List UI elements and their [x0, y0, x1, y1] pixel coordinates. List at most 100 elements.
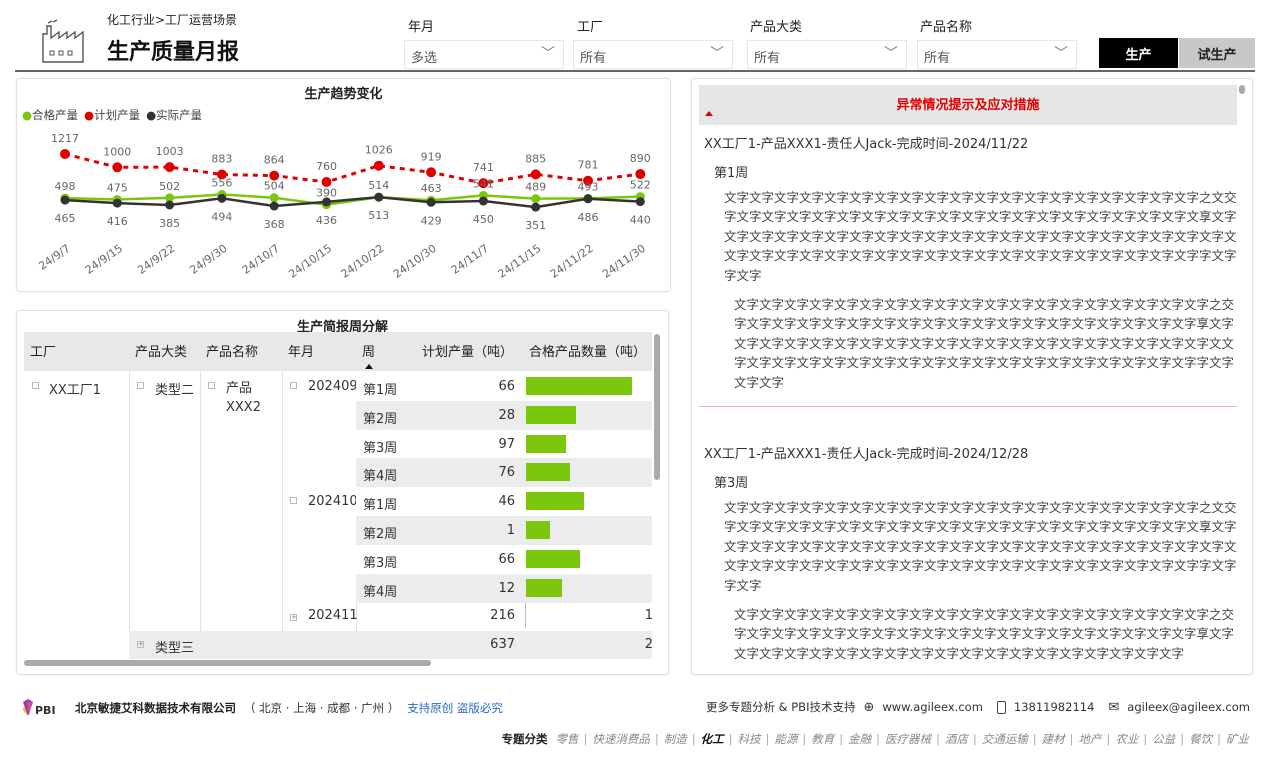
topic-link[interactable]: 能源	[774, 732, 798, 746]
legend-item-actual[interactable]: ●实际产量	[146, 108, 203, 122]
chevron-down-icon: ﹀	[1054, 46, 1068, 62]
table-row[interactable]	[356, 516, 652, 545]
column-header[interactable]: 计划产量（吨）	[416, 332, 520, 371]
topic-link[interactable]: 医疗器械	[885, 732, 931, 746]
table-row[interactable]	[356, 400, 652, 430]
alert-heading: XX工厂1-产品XXX1-责任人Jack-完成时间-2024/12/28	[704, 447, 1029, 462]
data-label: 1217	[51, 132, 79, 145]
production-button[interactable]: 生产	[1099, 38, 1178, 68]
expand-icon[interactable]: +	[137, 640, 144, 648]
sort-asc-icon[interactable]	[365, 364, 373, 369]
table-row[interactable]	[356, 544, 652, 574]
footer-right: 更多专题分析 & PBI技术支持 ⊕ www.agileex.com 13811…	[706, 699, 1250, 715]
alert-paragraph: 文字文字文字文字文字文字文字文字文字文字文字文字文字文字文字文字文字文字文字之交…	[734, 297, 1235, 390]
month-cell: 202411	[308, 608, 358, 623]
separator: |	[1143, 732, 1148, 746]
data-point	[269, 201, 279, 211]
factory-dropdown[interactable]: 所有 ﹀	[573, 40, 733, 69]
table-row[interactable]	[356, 429, 652, 459]
data-label: 465	[55, 212, 76, 225]
topic-link[interactable]: 科技	[737, 732, 761, 746]
alert-heading: XX工厂1-产品XXX1-责任人Jack-完成时间-2024/11/22	[704, 137, 1029, 152]
column-header[interactable]: 合格产品数量（吨）	[520, 332, 652, 371]
collapse-icon[interactable]	[137, 382, 144, 389]
topic-link[interactable]: 地产	[1078, 732, 1102, 746]
topic-link[interactable]: 化工	[700, 732, 724, 746]
data-point	[217, 193, 227, 203]
x-tick-label: 24/9/22	[135, 242, 177, 277]
product-value: 所有	[924, 51, 951, 66]
topic-link[interactable]: 金融	[848, 732, 872, 746]
product-dropdown[interactable]: 所有 ﹀	[917, 40, 1077, 69]
alert-divider	[699, 406, 1237, 407]
collapse-icon[interactable]	[32, 382, 39, 389]
month-dropdown[interactable]: 多选 ﹀	[404, 40, 564, 69]
planned-cell: 12	[498, 580, 515, 596]
category-dropdown[interactable]: 所有 ﹀	[747, 40, 907, 69]
legend-item-qualified[interactable]: ●合格产量	[22, 108, 79, 122]
separator: |	[1180, 732, 1185, 746]
topic-link[interactable]: 建材	[1041, 732, 1065, 746]
data-point	[60, 149, 70, 159]
trial-production-button[interactable]: 试生产	[1179, 38, 1255, 68]
collapse-icon[interactable]	[290, 382, 297, 389]
separator: |	[972, 732, 977, 746]
alert-paragraph: 文字文字文字文字文字文字文字文字文字文字文字文字文字文字文字文字文字文字文字之文…	[724, 190, 1237, 283]
column-header[interactable]: 年月	[282, 332, 356, 371]
email-link[interactable]: agileex@agileex.com	[1127, 700, 1250, 714]
sort-up-icon[interactable]	[705, 111, 713, 116]
table-row[interactable]	[356, 458, 652, 488]
topic-link[interactable]: 快速消费品	[592, 732, 650, 746]
separator: |	[765, 732, 770, 746]
table-row[interactable]	[356, 487, 652, 517]
planned-cell: 66	[498, 551, 515, 567]
topic-link[interactable]: 矿业	[1226, 732, 1249, 746]
original-notice-link[interactable]: 支持原创 盗版必究	[407, 701, 503, 715]
alerts-scrollbar[interactable]	[1239, 85, 1245, 94]
filter-label-month: 年月	[408, 20, 435, 35]
alert-week: 第1周	[714, 166, 749, 181]
website-link[interactable]: www.agileex.com	[882, 700, 983, 714]
data-point	[478, 178, 489, 189]
table-row[interactable]	[356, 573, 652, 603]
topic-link[interactable]: 交通运输	[981, 732, 1028, 746]
data-point	[112, 198, 122, 208]
data-point	[583, 175, 593, 186]
month-value: 多选	[411, 51, 438, 66]
qualified-bar	[526, 578, 562, 597]
separator: |	[1217, 732, 1221, 746]
separator: |	[802, 732, 807, 746]
table-row[interactable]	[129, 631, 652, 659]
x-tick-label: 24/10/7	[240, 242, 282, 277]
category-value: 所有	[754, 51, 781, 66]
data-point	[478, 196, 488, 206]
topic-link[interactable]: 教育	[811, 732, 835, 746]
column-header[interactable]: 产品大类	[129, 332, 200, 371]
topic-link[interactable]: 零售	[555, 732, 579, 746]
factory-icon	[42, 19, 84, 63]
horizontal-scrollbar[interactable]	[24, 660, 431, 666]
topic-link[interactable]: 制造	[663, 732, 687, 746]
phone-icon	[996, 700, 1006, 714]
topic-link[interactable]: 农业	[1115, 732, 1139, 746]
legend-item-planned[interactable]: ●计划产量	[84, 108, 141, 122]
column-header[interactable]: 周	[356, 332, 416, 371]
separator: |	[691, 732, 696, 746]
expand-icon[interactable]: +	[290, 613, 297, 621]
separator: |	[1106, 732, 1111, 746]
column-header[interactable]: 产品名称	[200, 332, 282, 371]
collapse-icon[interactable]	[208, 382, 215, 389]
topic-link[interactable]: 餐饮	[1189, 732, 1213, 746]
month-cell: 202410	[308, 494, 358, 510]
topic-link[interactable]: 酒店	[944, 732, 968, 746]
x-tick-label: 24/10/30	[391, 242, 439, 281]
data-point	[269, 193, 279, 203]
vertical-scrollbar[interactable]	[654, 334, 660, 480]
chevron-down-icon: ﹀	[541, 46, 555, 62]
filter-label-factory: 工厂	[577, 20, 604, 35]
column-header[interactable]: 工厂	[24, 332, 129, 371]
qualified-cell: 1	[644, 608, 653, 623]
data-point	[531, 194, 541, 204]
collapse-icon[interactable]	[290, 497, 297, 505]
topic-link[interactable]: 公益	[1152, 732, 1176, 746]
